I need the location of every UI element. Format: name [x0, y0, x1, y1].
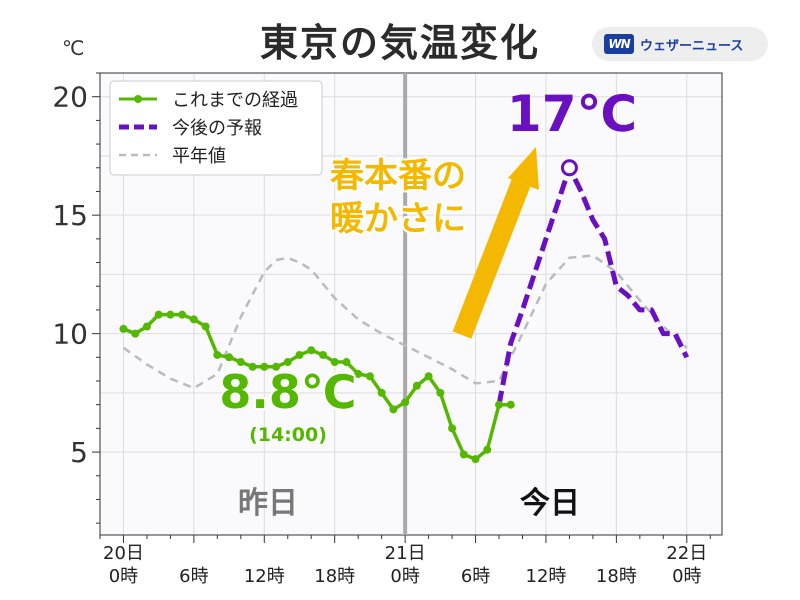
x-tick-label-day: 22日 [666, 543, 707, 564]
observed-point [365, 372, 374, 381]
forecast-max-marker [560, 159, 578, 177]
legend-observed-marker [134, 95, 142, 103]
brand-name: ウェザーニュース [640, 38, 744, 54]
y-tick-label: 10 [52, 318, 88, 351]
x-tick-label-hour: 18時 [596, 566, 637, 587]
observed-point [483, 445, 492, 454]
x-tick-label-hour: 12時 [244, 566, 285, 587]
observed-point [389, 405, 398, 414]
observed-point [201, 322, 210, 331]
observed-point [354, 369, 363, 378]
x-tick-label-hour: 0時 [109, 566, 138, 587]
forecast-line [496, 165, 690, 406]
observed-point [506, 400, 515, 409]
observed-point [131, 329, 140, 338]
forecast-max-label: 17℃ [507, 85, 637, 143]
observed-point [436, 388, 445, 397]
arrow-caption-line1: 春本番の [330, 156, 466, 196]
x-tick-label-hour: 18時 [314, 566, 355, 587]
x-tick-label-hour: 0時 [390, 566, 419, 587]
legend-forecast-label: 今後の予報 [172, 118, 262, 139]
observed-point [154, 310, 163, 319]
x-tick-label-hour: 6時 [461, 566, 490, 587]
arrow-caption-line2: 暖かさに [330, 199, 466, 239]
observed-point [424, 372, 433, 381]
observed-point [342, 358, 351, 367]
x-tick-label-day: 21日 [385, 543, 426, 564]
x-tick-label-day: 20日 [103, 543, 144, 564]
observed-point [166, 310, 175, 319]
weathernews-logo-icon: WN [604, 34, 634, 54]
legend-observed-label: これまでの経過 [172, 90, 298, 111]
warming-arrow-shaft [452, 179, 531, 339]
observed-point [377, 388, 386, 397]
observed-point [213, 350, 222, 359]
observed-point [189, 315, 198, 324]
today-label: 今日 [520, 486, 580, 521]
observed-point [260, 362, 269, 371]
observed-point [295, 350, 304, 359]
legend-normal-label: 平年値 [172, 146, 226, 167]
observed-point [248, 362, 257, 371]
plot-frame [99, 72, 723, 536]
observed-line [122, 312, 511, 461]
observed-point [448, 424, 457, 433]
x-tick-label-hour: 12時 [526, 566, 567, 587]
legend-box [109, 80, 323, 176]
yesterday-label: 昨日 [238, 486, 298, 521]
warming-arrow-head [508, 147, 539, 190]
observed-point [178, 310, 187, 319]
x-tick-label-hour: 6時 [179, 566, 208, 587]
observed-point [412, 381, 421, 390]
y-tick-label: 15 [52, 199, 88, 232]
observed-point [236, 358, 245, 367]
observed-point [142, 322, 151, 331]
observed-point [318, 350, 327, 359]
observed-point [307, 346, 316, 355]
y-tick-label: 20 [52, 81, 88, 114]
x-tick-label-hour: 0時 [672, 566, 701, 587]
observed-point [272, 362, 281, 371]
observed-point [119, 324, 128, 333]
yesterday-max-label: 8.8℃ [219, 365, 356, 419]
observed-point [401, 398, 410, 407]
observed-point [330, 358, 339, 367]
observed-point [459, 450, 468, 459]
observed-point [495, 400, 504, 409]
chart-title: 東京の気温変化 [259, 21, 540, 65]
observed-point [471, 455, 480, 464]
y-tick-label: 5 [70, 436, 88, 469]
yesterday-max-time: (14:00) [249, 424, 327, 446]
observed-point [283, 358, 292, 367]
observed-point [225, 353, 234, 362]
y-axis-unit-label: ℃ [62, 36, 85, 60]
weathernews-badge: WN ウェザーニュース [592, 27, 768, 61]
